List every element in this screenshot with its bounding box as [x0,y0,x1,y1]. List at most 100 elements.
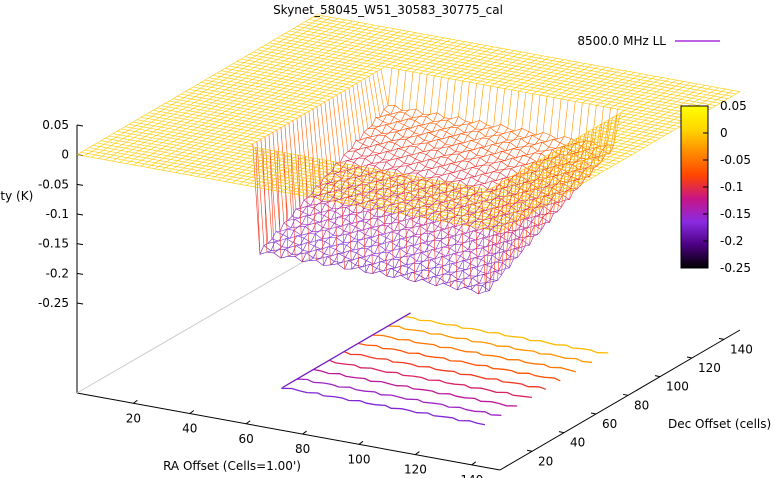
mesh-segment [163,106,169,110]
mesh-segment [119,132,125,136]
mesh-segment [386,52,391,56]
mesh-segment [211,108,219,111]
mesh-segment [370,42,378,45]
mesh-segment [266,251,275,254]
mesh-segment [110,148,115,152]
mesh-segment [287,177,295,180]
mesh-segment [250,153,256,156]
mesh-segment [307,50,312,53]
mesh-segment [230,81,238,84]
mesh-segment [373,180,381,183]
mesh-segment [346,78,354,80]
mesh-segment [138,126,144,130]
mesh-segment [201,101,206,105]
mesh-segment [380,47,388,50]
mesh-segment [541,61,549,64]
mesh-segment [178,109,183,113]
mesh-segment [311,90,316,94]
mesh-segment [201,103,209,106]
mesh-segment [586,164,594,167]
mesh-segment [337,86,342,90]
mesh-segment [359,41,364,45]
mesh-segment [322,49,330,51]
mesh-segment [288,98,293,102]
mesh-segment [171,131,179,134]
mesh-segment [515,87,523,90]
mesh-segment [534,60,542,62]
mesh-segment [513,212,522,215]
mesh-segment [224,114,229,118]
mesh-segment [149,155,157,158]
mesh-segment [158,166,166,168]
x-tick [471,461,477,466]
mesh-segment [352,177,360,179]
mesh-segment [337,43,342,47]
mesh-segment [317,33,322,37]
mesh-segment [609,70,617,73]
mesh-segment [162,112,168,116]
mesh-segment [657,85,665,88]
mesh-segment [434,75,442,78]
mesh-segment [622,79,630,81]
mesh-segment [118,138,124,142]
mesh-segment [421,278,430,284]
mesh-segment [517,53,525,56]
mesh-segment [640,122,648,125]
mesh-segment [240,105,245,109]
mesh-segment [360,35,365,39]
mesh-segment [166,137,171,141]
mesh-segment [159,157,164,161]
mesh-segment [232,131,237,135]
mesh-segment [196,84,205,87]
mesh-segment [391,208,399,211]
mesh-segment [311,185,317,194]
mesh-segment [341,223,349,227]
mesh-segment [257,62,263,66]
mesh-segment [329,26,334,30]
mesh-segment [286,228,295,231]
mesh-segment [340,187,349,191]
mesh-segment [219,122,224,126]
mesh-segment [414,38,422,41]
mesh-segment [424,140,432,142]
mesh-segment [447,157,455,164]
mesh-segment [363,254,371,258]
mesh-segment [372,49,377,53]
mesh-segment [646,129,654,132]
mesh-segment [231,115,236,119]
mesh-segment [523,174,531,177]
mesh-segment [283,109,291,112]
mesh-segment [252,51,261,54]
mesh-segment [315,161,323,163]
mesh-segment [375,168,383,171]
mesh-segment [366,66,374,69]
mesh-segment [497,158,505,161]
mesh-segment [402,64,408,68]
mesh-segment [272,65,277,69]
mesh-segment [230,164,236,168]
mesh-segment [236,174,245,177]
mesh-segment [456,52,464,54]
mesh-segment [350,150,356,160]
mesh-segment [317,35,325,38]
mesh-segment [615,77,623,80]
mesh-segment [527,188,535,192]
mesh-segment [301,45,309,48]
mesh-segment [175,99,181,103]
mesh-segment [188,137,196,140]
mesh-segment [250,91,258,93]
mesh-segment [113,152,118,156]
mesh-segment [472,64,480,66]
mesh-segment [236,131,244,134]
mesh-segment [145,133,150,137]
mesh-segment [474,186,482,189]
mesh-segment [330,200,338,203]
mesh-segment [114,148,122,151]
mesh-segment [443,126,451,130]
mesh-segment [183,146,191,149]
mesh-segment [581,172,590,175]
mesh-segment [204,171,212,174]
mesh-segment [291,59,296,63]
mesh-segment [379,161,387,163]
mesh-segment [250,110,255,114]
